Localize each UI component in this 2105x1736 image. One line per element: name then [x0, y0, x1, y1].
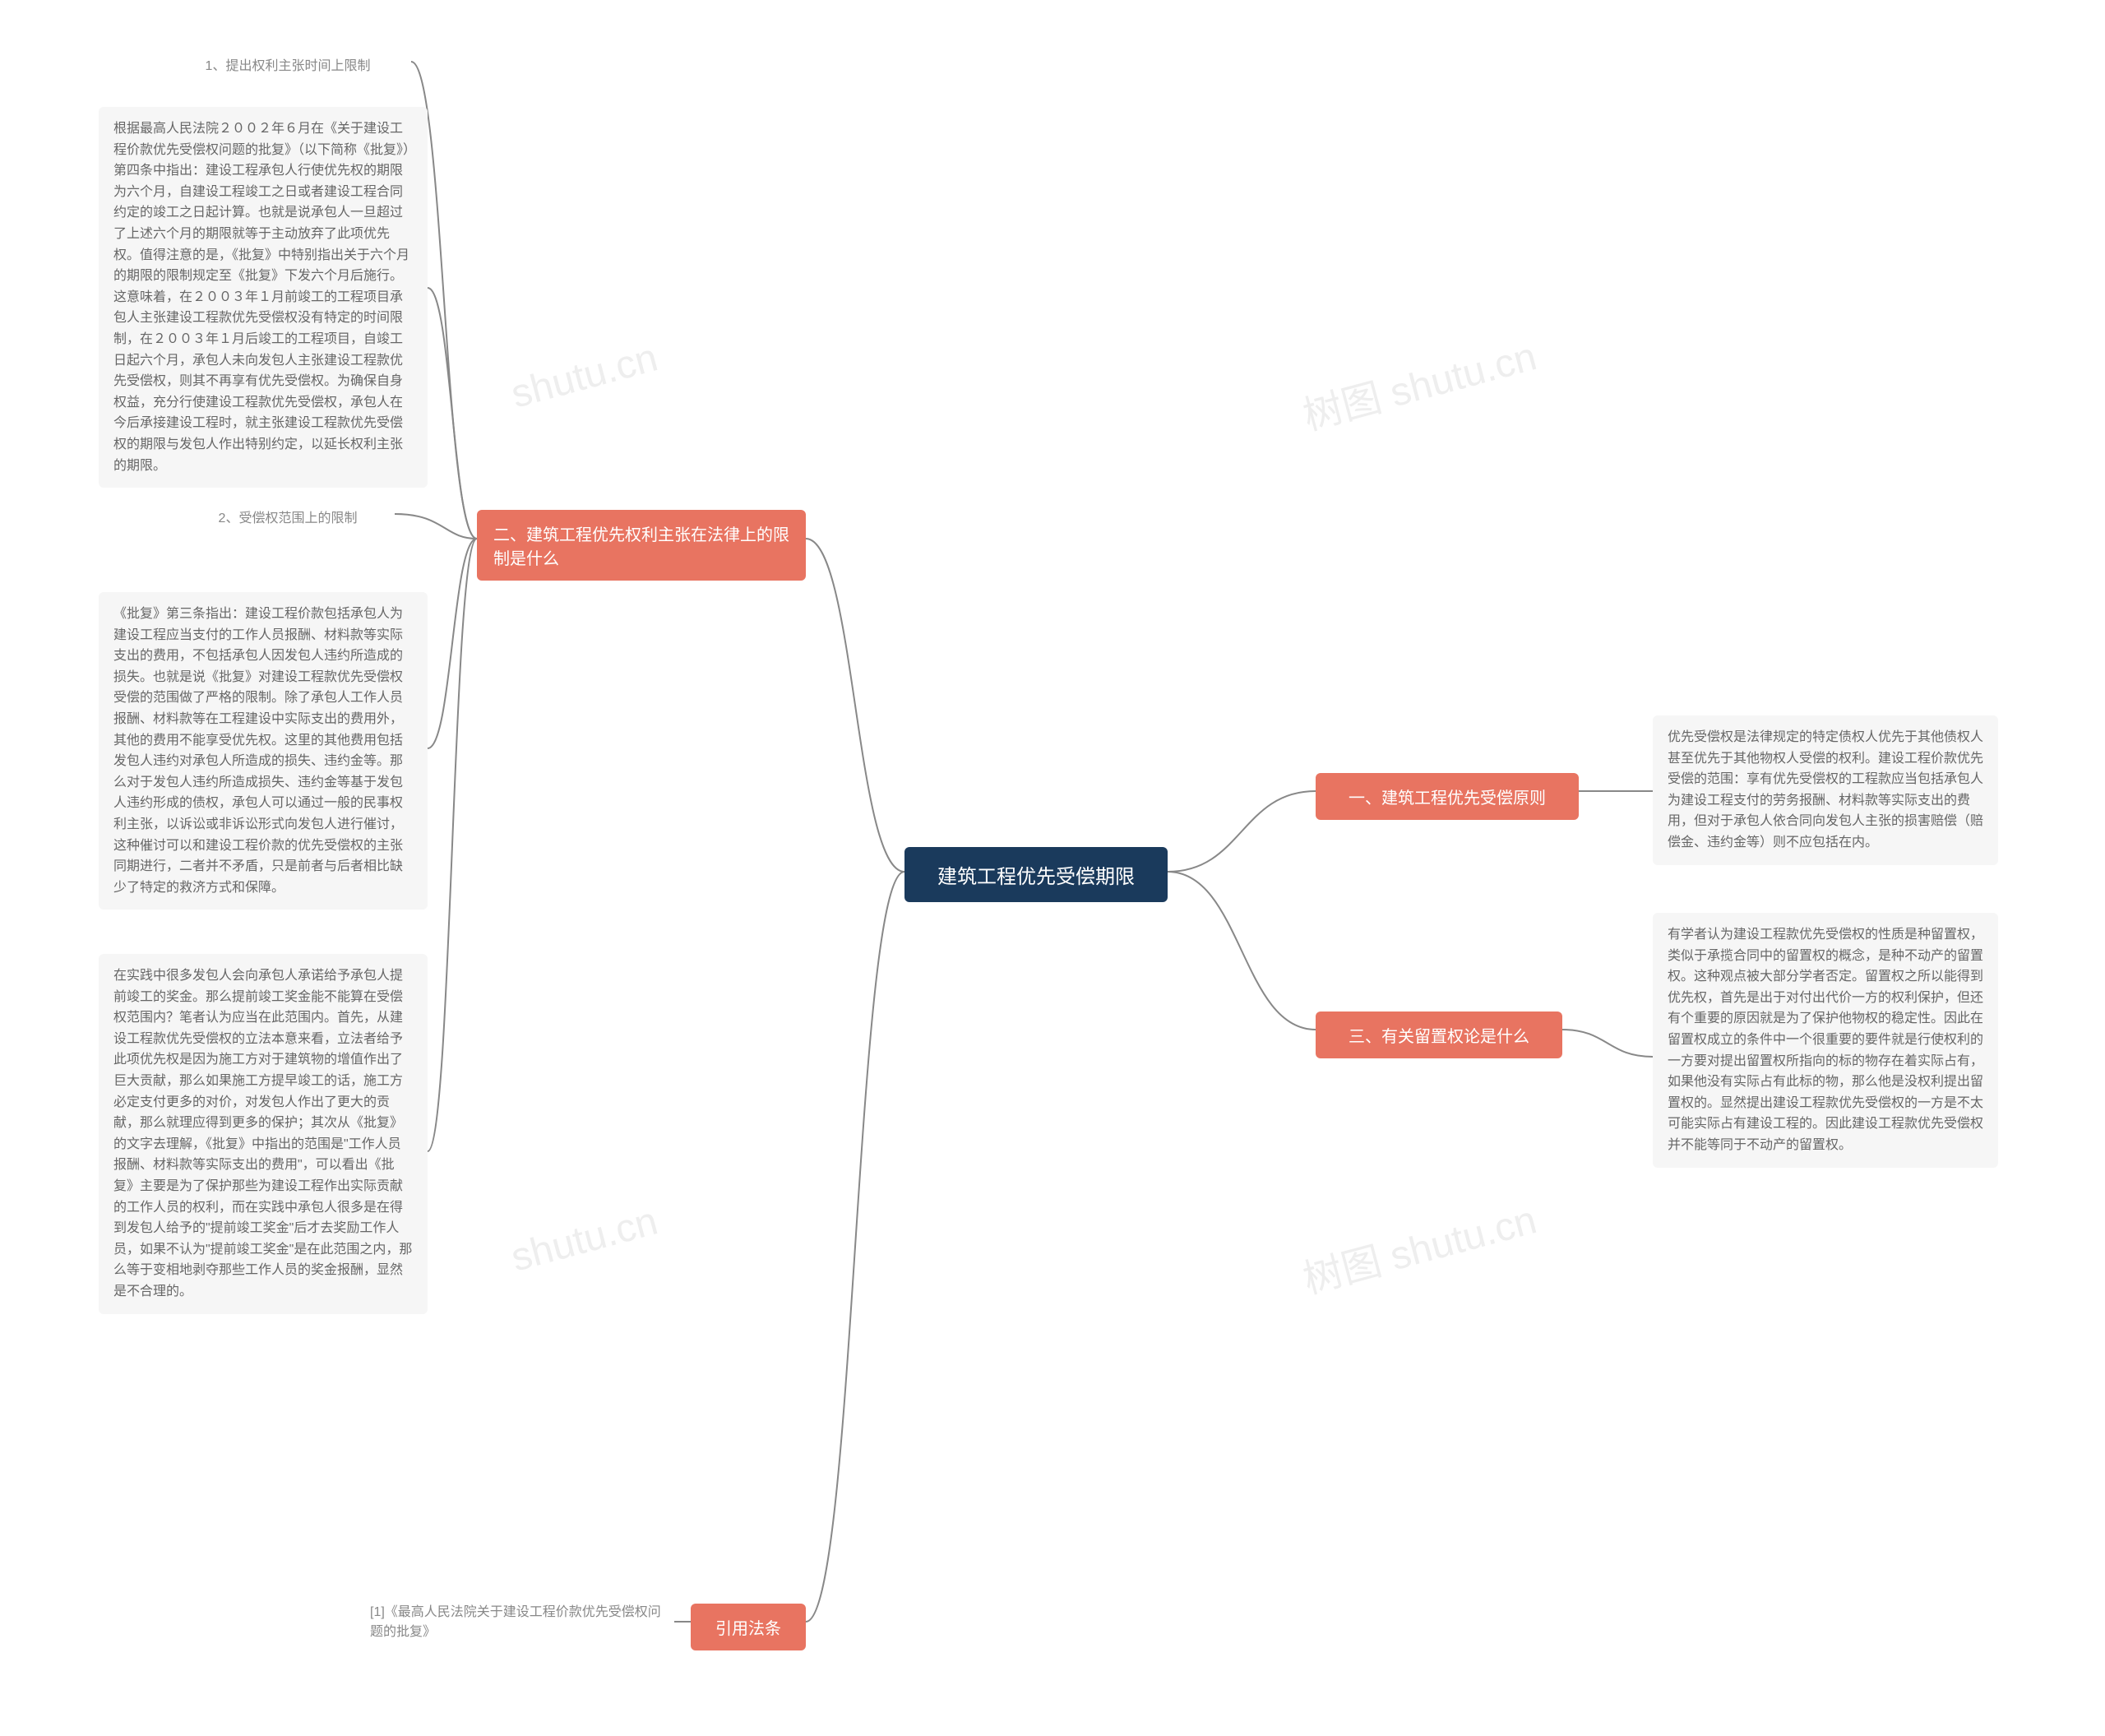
leaf-sec2-item2-title: 2、受偿权范围上的限制: [181, 502, 395, 531]
leaf-reference-item: [1]《最高人民法院关于建设工程价款优先受偿权问题的批复》: [362, 1595, 674, 1645]
watermark: 树图 shutu.cn: [1296, 324, 1542, 442]
watermark: shutu.cn: [507, 1198, 663, 1280]
leaf-sec2-item2-body: 《批复》第三条指出：建设工程价款包括承包人为建设工程应当支付的工作人员报酬、材料…: [99, 592, 428, 910]
leaf-sec2-item1-body: 根据最高人民法院２００２年６月在《关于建设工程价款优先受偿权问题的批复》（以下简…: [99, 107, 428, 488]
root-node[interactable]: 建筑工程优先受偿期限: [904, 847, 1168, 902]
level1-reference[interactable]: 引用法条: [691, 1604, 806, 1650]
watermark: shutu.cn: [507, 335, 663, 417]
leaf-sec1-desc: 优先受偿权是法律规定的特定债权人优先于其他债权人甚至优先于其他物权人受偿的权利。…: [1653, 715, 1998, 865]
leaf-sec3-desc: 有学者认为建设工程款优先受偿权的性质是种留置权，类似于承揽合同中的留置权的概念，…: [1653, 913, 1998, 1168]
leaf-sec2-item1-title: 1、提出权利主张时间上限制: [164, 49, 411, 79]
level1-section-1[interactable]: 一、建筑工程优先受偿原则: [1316, 773, 1579, 820]
level1-section-3[interactable]: 三、有关留置权论是什么: [1316, 1012, 1562, 1058]
level1-section-2[interactable]: 二、建筑工程优先权利主张在法律上的限制是什么: [477, 510, 806, 581]
leaf-sec2-item3-body: 在实践中很多发包人会向承包人承诺给予承包人提前竣工的奖金。那么提前竣工奖金能不能…: [99, 954, 428, 1314]
watermark: 树图 shutu.cn: [1296, 1187, 1542, 1305]
